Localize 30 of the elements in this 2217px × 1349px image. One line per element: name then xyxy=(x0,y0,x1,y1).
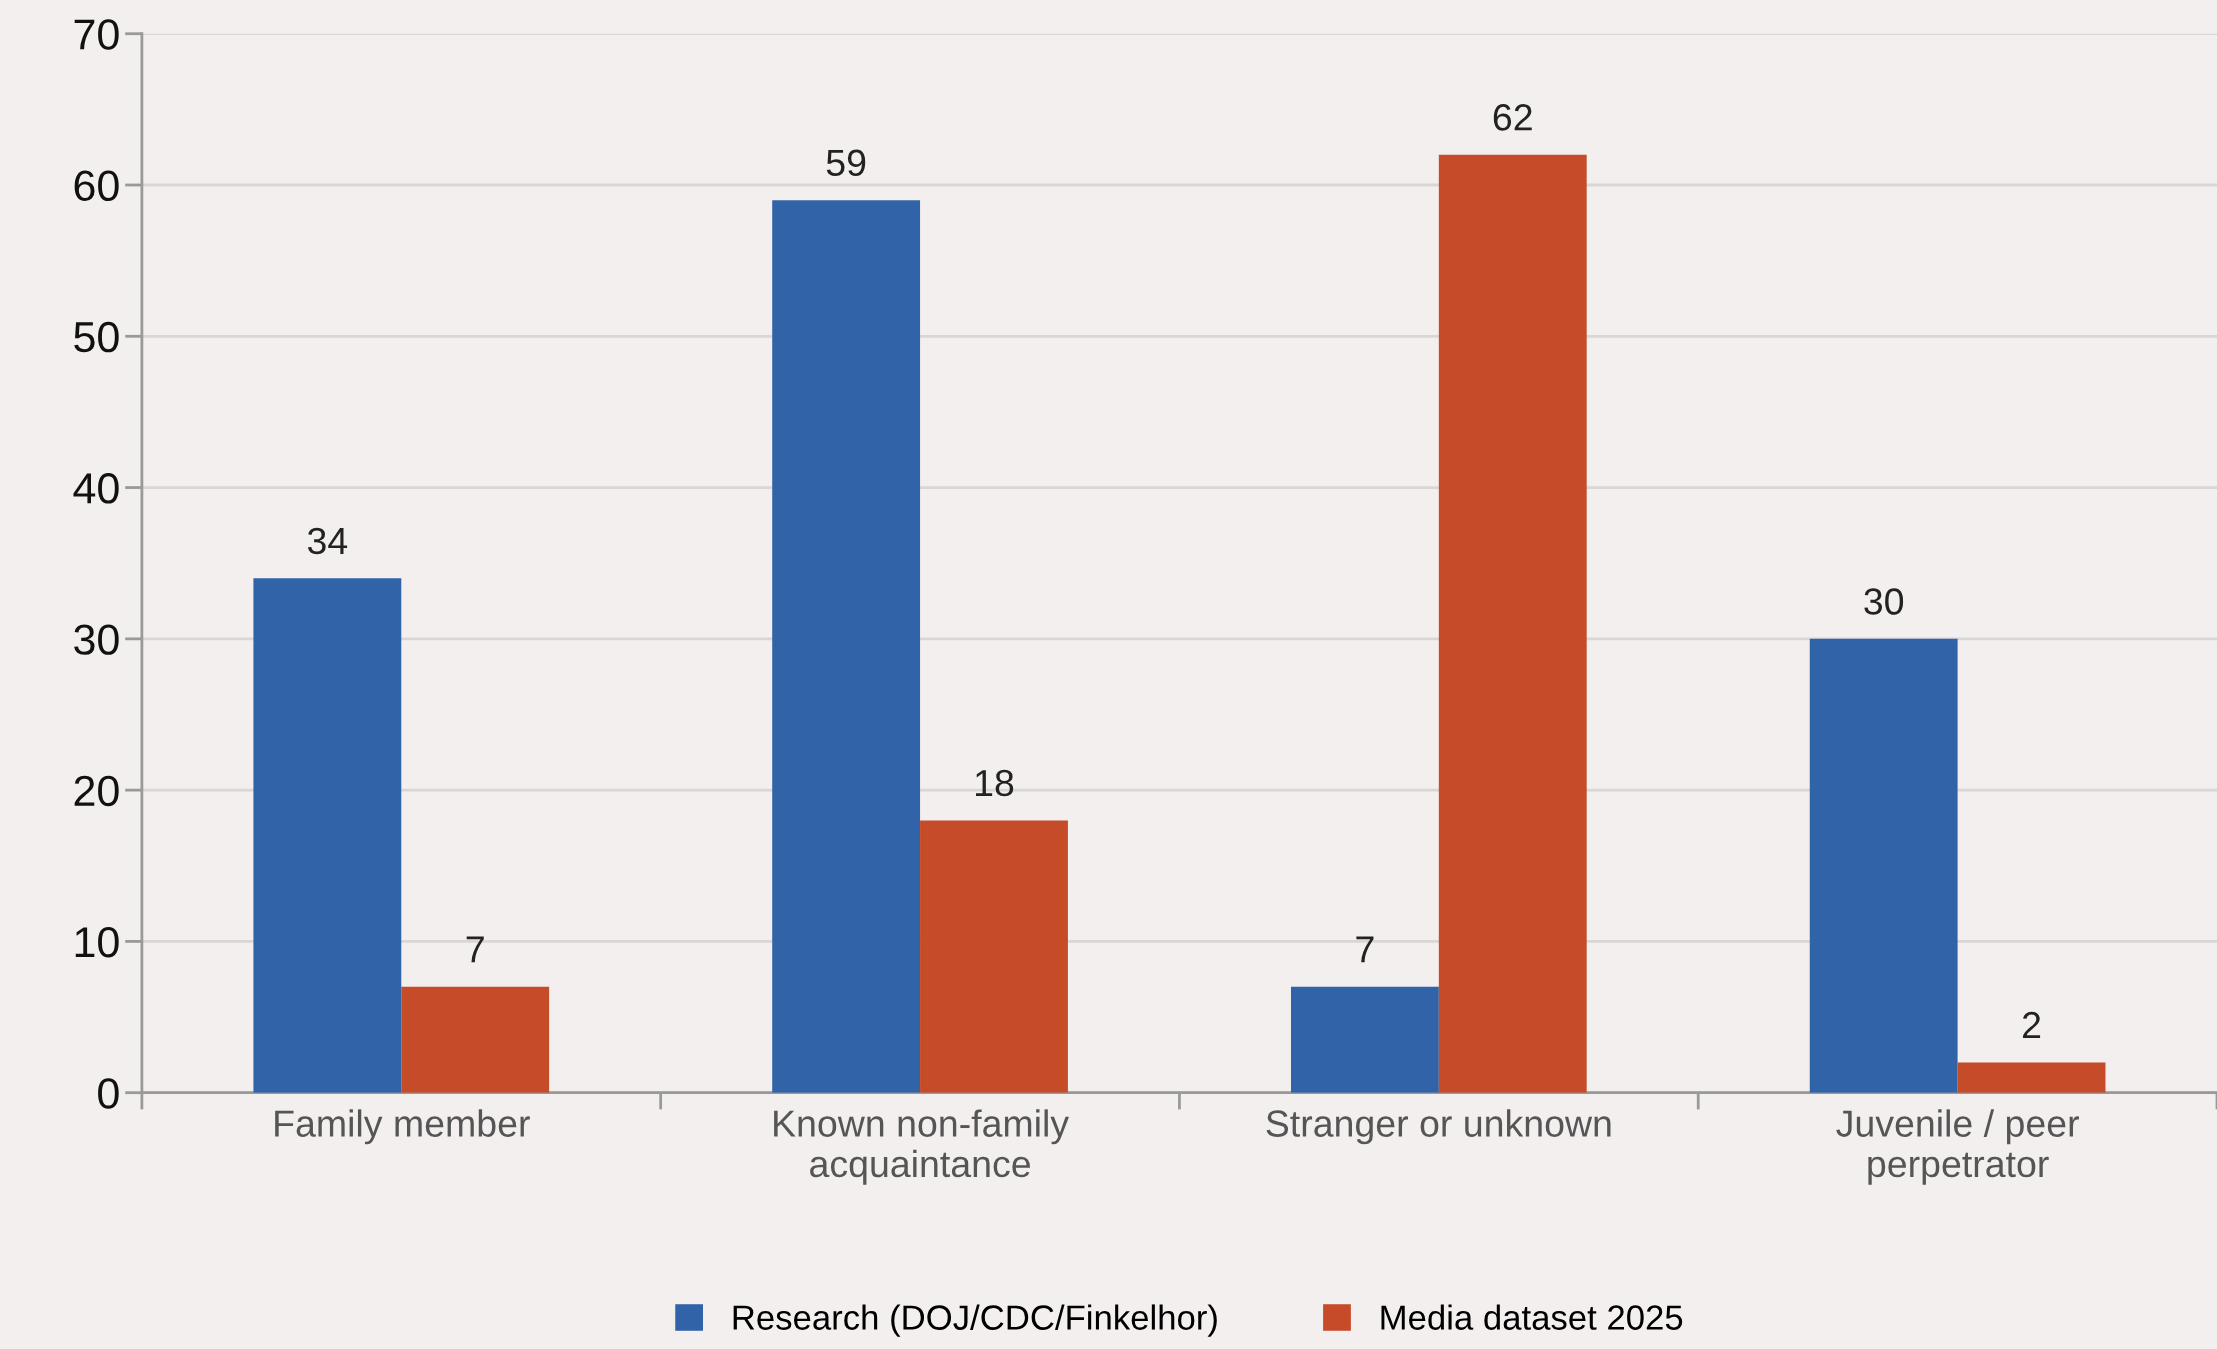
data-label: 2 xyxy=(2023,1011,2041,1038)
bar xyxy=(1438,154,1587,1093)
data-label: 34 xyxy=(307,527,348,555)
data-label: 62 xyxy=(1493,104,1532,131)
x-tick-label: Juvenile / peer perpetrator xyxy=(1836,1109,2079,1185)
data-label: 7 xyxy=(466,936,484,963)
bar xyxy=(253,578,402,1093)
y-tick-label: 10 xyxy=(75,926,119,958)
legend-label: Research (DOJ/CDC/Finkelhor) xyxy=(733,1304,1217,1337)
y-tick-label: 50 xyxy=(74,321,119,353)
bar xyxy=(772,200,921,1093)
bar xyxy=(401,986,550,1093)
y-tick-label: 60 xyxy=(74,170,119,202)
y-tick-label: 30 xyxy=(74,624,119,655)
bar xyxy=(1290,986,1439,1093)
bar xyxy=(920,820,1068,1093)
y-tick-label: 20 xyxy=(74,775,119,807)
x-tick-label: Known non-family acquaintance xyxy=(774,1109,1070,1185)
y-tick-label: 0 xyxy=(98,1078,119,1109)
data-label: 59 xyxy=(826,149,866,177)
x-tick-label: Stranger or unknown xyxy=(1266,1109,1611,1145)
y-tick-label: 70 xyxy=(74,19,119,50)
bar xyxy=(1957,1062,2106,1093)
legend-label: Media dataset 2025 xyxy=(1381,1304,1683,1330)
data-label: 30 xyxy=(1864,588,1904,615)
y-tick-label: 40 xyxy=(73,473,119,504)
x-tick-label: Family member xyxy=(275,1109,530,1145)
data-label: 18 xyxy=(975,769,1014,797)
bar xyxy=(1809,638,1958,1093)
data-label: 7 xyxy=(1356,936,1374,963)
